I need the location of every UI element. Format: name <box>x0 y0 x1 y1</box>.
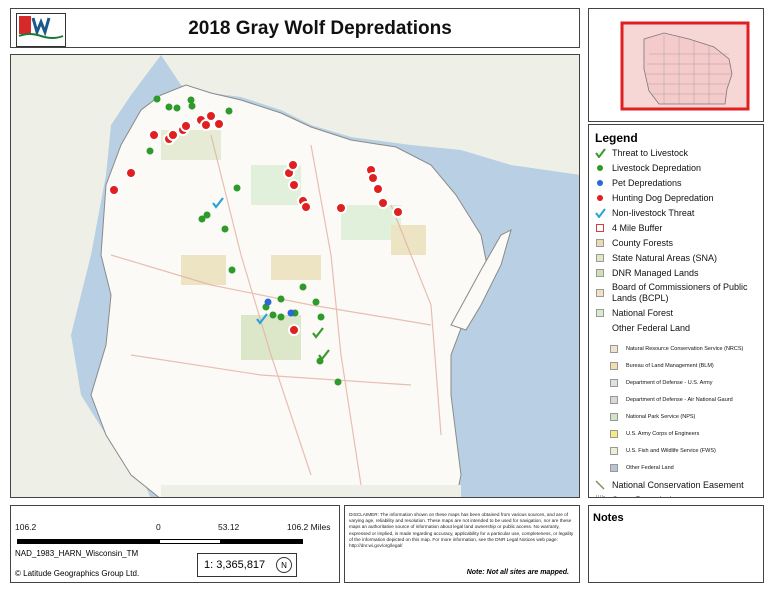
swatch-icon <box>593 267 607 279</box>
legend-item-label: Department of Defense - Air National Gau… <box>626 396 733 403</box>
legend-item: Threat to Livestock <box>593 147 761 159</box>
legend-item: National Conservation Easement <box>593 479 761 491</box>
title-panel: 2018 Gray Wolf Depredations <box>10 8 580 48</box>
legend-item-label: Bureau of Land Management (BLM) <box>626 362 714 369</box>
swatch-icon <box>607 394 621 406</box>
copyright-label: © Latitude Geographics Group Ltd. <box>15 569 140 578</box>
legend-item-label: DNR Managed Lands <box>612 267 699 278</box>
swatch-icon <box>607 343 621 355</box>
notes-title: Notes <box>593 512 624 524</box>
legend-item: Other Federal Land <box>593 322 761 334</box>
legend-item: National Park Service (NPS) <box>593 411 761 423</box>
legend-item: Department of Defense - U.S. Army <box>593 377 761 389</box>
legend-item-label: National Forest <box>612 307 674 318</box>
legend-item: Bureau of Land Management (BLM) <box>593 360 761 372</box>
legend-item: Livestock Depredation <box>593 162 761 174</box>
hunting-dog-markers[interactable] <box>108 110 404 336</box>
disclaimer-text: DISCLAIMER: The information shown on the… <box>349 512 574 549</box>
legend-item: Other Federal Land <box>593 462 761 474</box>
legend-item-label: Hunting Dog Depredation <box>612 192 714 203</box>
swatch-icon <box>607 445 621 457</box>
scale-label-zero: 0 <box>156 522 161 532</box>
legend-items: Threat to Livestock Livestock Depredation… <box>593 147 761 498</box>
blank-icon <box>593 322 607 334</box>
legend-item-label: Other Federal Land <box>612 322 691 333</box>
legend-item-label: U.S. Fish and Wildlife Service (FWS) <box>626 447 716 454</box>
scale-panel: 106.2 0 53.12 106.2 Miles NAD_1983_HARN_… <box>10 505 340 583</box>
dnr-logo <box>16 13 66 47</box>
swatch-icon <box>607 411 621 423</box>
legend-item-label: Board of Commissioners of Public Lands (… <box>612 282 748 303</box>
legend-item-label: State Boundaries <box>612 495 681 498</box>
legend-item-label: Threat to Livestock <box>612 147 689 158</box>
legend-item-label: Department of Defense - U.S. Army <box>626 379 713 386</box>
legend-item: Pet Depredations <box>593 177 761 189</box>
scale-label-mid: 53.12 <box>218 522 240 532</box>
legend-item-label: National Park Service (NPS) <box>626 413 696 420</box>
swatch-icon <box>593 287 607 299</box>
disclaimer-note: Note: Not all sites are mapped. <box>466 569 569 576</box>
scale-label-right: 106.2 Miles <box>287 522 331 532</box>
legend-item: Department of Defense - Air National Gau… <box>593 394 761 406</box>
legend-item-label: 4 Mile Buffer <box>612 222 663 233</box>
state-boundary-icon <box>593 494 607 497</box>
legend-item: National Forest <box>593 307 761 319</box>
legend-item: 4 Mile Buffer <box>593 222 761 234</box>
legend-item: Natural Resource Conservation Service (N… <box>593 343 761 355</box>
swatch-icon <box>607 360 621 372</box>
projection-label: NAD_1983_HARN_Wisconsin_TM <box>15 549 139 558</box>
dot-icon <box>593 192 607 204</box>
scale-ratio-text: 1: 3,365,817 <box>204 559 266 571</box>
map-title: 2018 Gray Wolf Depredations <box>188 18 452 39</box>
scale-bar-mid <box>159 539 221 544</box>
north-arrow-icon: N <box>276 557 292 573</box>
dot-icon <box>593 177 607 189</box>
threat-markers[interactable] <box>212 197 330 361</box>
swatch-icon <box>607 462 621 474</box>
legend-item: State Boundaries <box>593 494 761 498</box>
legend-item-label: Natural Resource Conservation Service (N… <box>626 345 744 352</box>
legend-item-label: Non-livestock Threat <box>612 207 695 218</box>
pet-depredation-markers[interactable] <box>264 298 295 317</box>
scale-ratio: 1: 3,365,817 N <box>197 553 297 577</box>
legend-item: County Forests <box>593 237 761 249</box>
map-view[interactable] <box>10 54 580 498</box>
check-icon <box>593 147 607 159</box>
inset-locator-map <box>588 8 764 122</box>
swatch-icon <box>593 307 607 319</box>
legend-item-label: Other Federal Land <box>626 464 674 471</box>
legend-item: Board of Commissioners of Public Lands (… <box>593 282 761 304</box>
legend-item: DNR Managed Lands <box>593 267 761 279</box>
swatch-icon <box>593 252 607 264</box>
check-icon <box>593 207 607 219</box>
line-icon <box>593 479 607 491</box>
legend-item: State Natural Areas (SNA) <box>593 252 761 264</box>
legend-item-label: State Natural Areas (SNA) <box>612 252 718 263</box>
legend-item: U.S. Fish and Wildlife Service (FWS) <box>593 445 761 457</box>
legend-item-label: National Conservation Easement <box>612 479 744 490</box>
legend-panel: Legend Threat to Livestock Livestock Depr… <box>588 124 764 498</box>
swatch-icon <box>607 428 621 440</box>
legend-item-label: Livestock Depredation <box>612 162 702 173</box>
swatch-icon <box>607 377 621 389</box>
legend-item-label: U.S. Army Corps of Engineers <box>626 430 700 437</box>
legend-item: U.S. Army Corps of Engineers <box>593 428 761 440</box>
legend-title: Legend <box>595 131 638 145</box>
legend-item: Hunting Dog Depredation <box>593 192 761 204</box>
legend-item: Non-livestock Threat <box>593 207 761 219</box>
dot-icon <box>593 162 607 174</box>
scale-label-left: 106.2 <box>15 522 37 532</box>
scale-bar-right <box>221 539 303 544</box>
legend-item-label: County Forests <box>612 237 674 248</box>
disclaimer-panel: DISCLAIMER: The information shown on the… <box>344 505 580 583</box>
scale-bar-left <box>17 539 159 544</box>
swatch-icon <box>593 222 607 234</box>
legend-item-label: Pet Depredations <box>612 177 682 188</box>
map-canvas[interactable] <box>11 55 580 498</box>
notes-panel: Notes <box>588 505 764 583</box>
swatch-icon <box>593 237 607 249</box>
